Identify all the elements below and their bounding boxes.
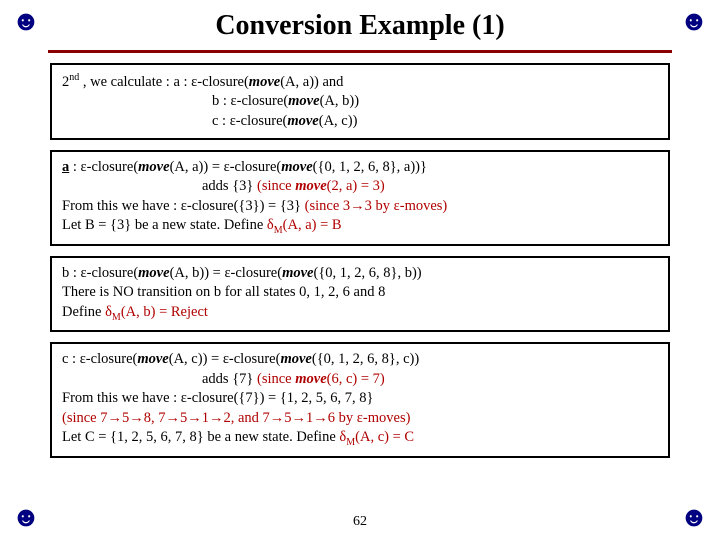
title-underline	[48, 50, 672, 53]
box-c: c : ε-closure(move(A, c)) = ε-closure(mo…	[50, 342, 670, 458]
intro-line-1: 2nd , we calculate : a : ε-closure(move(…	[62, 71, 658, 92]
a-line-3: From this we have : ε-closure({3}) = {3}…	[62, 197, 658, 217]
c-line-2: adds {7} (since move(6, c) = 7)	[62, 370, 658, 390]
box-intro: 2nd , we calculate : a : ε-closure(move(…	[50, 63, 670, 140]
b-line-2: There is NO transition on b for all stat…	[62, 283, 658, 303]
c-line-1: c : ε-closure(move(A, c)) = ε-closure(mo…	[62, 350, 658, 370]
a-line-1: a : ε-closure(move(A, a)) = ε-closure(mo…	[62, 158, 658, 178]
page-number: 62	[0, 514, 720, 530]
b-line-1: b : ε-closure(move(A, b)) = ε-closure(mo…	[62, 264, 658, 284]
corner-icon-tl: ☻	[10, 6, 42, 38]
a-line-2: adds {3} (since move(2, a) = 3)	[62, 177, 658, 197]
box-b: b : ε-closure(move(A, b)) = ε-closure(mo…	[50, 256, 670, 333]
c-line-3: From this we have : ε-closure({7}) = {1,…	[62, 389, 658, 409]
c-line-4: (since 7→5→8, 7→5→1→2, and 7→5→1→6 by ε-…	[62, 409, 658, 429]
slide-title: Conversion Example (1)	[0, 0, 720, 50]
intro-line-2: b : ε-closure(move(A, b))	[62, 92, 658, 112]
a-line-4: Let B = {3} be a new state. Define δM(A,…	[62, 216, 658, 237]
intro-line-3: c : ε-closure(move(A, c))	[62, 112, 658, 132]
b-line-3: Define δM(A, b) = Reject	[62, 303, 658, 324]
corner-icon-tr: ☻	[678, 6, 710, 38]
c-line-5: Let C = {1, 2, 5, 6, 7, 8} be a new stat…	[62, 428, 658, 449]
content-area: 2nd , we calculate : a : ε-closure(move(…	[0, 63, 720, 458]
box-a: a : ε-closure(move(A, a)) = ε-closure(mo…	[50, 150, 670, 246]
